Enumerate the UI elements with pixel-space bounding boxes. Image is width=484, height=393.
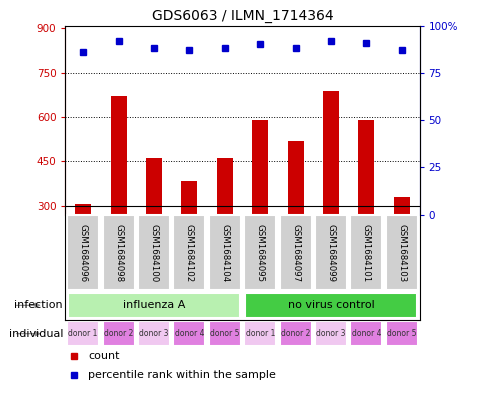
Bar [209, 321, 240, 346]
Text: donor 4: donor 4 [351, 329, 380, 338]
Bar [67, 293, 240, 318]
Bar [103, 215, 134, 290]
Bar [315, 215, 346, 290]
Text: donor 3: donor 3 [139, 329, 168, 338]
Bar [322, 90, 338, 215]
Text: GSM1684096: GSM1684096 [78, 224, 88, 282]
Bar [279, 321, 311, 346]
Text: GSM1684101: GSM1684101 [361, 224, 370, 282]
Bar [358, 120, 374, 215]
Bar [315, 321, 346, 346]
Bar [75, 204, 91, 215]
Bar [244, 293, 417, 318]
Text: percentile rank within the sample: percentile rank within the sample [88, 370, 276, 380]
Text: influenza A: influenza A [122, 300, 185, 310]
Text: GSM1684099: GSM1684099 [326, 224, 335, 282]
Text: donor 2: donor 2 [280, 329, 310, 338]
Bar [279, 215, 311, 290]
Text: donor 5: donor 5 [210, 329, 239, 338]
Bar [67, 321, 99, 346]
Text: GSM1684100: GSM1684100 [149, 224, 158, 282]
Text: GSM1684104: GSM1684104 [220, 224, 229, 282]
Text: no virus control: no virus control [287, 300, 374, 310]
Bar [385, 215, 417, 290]
Text: GSM1684095: GSM1684095 [255, 224, 264, 282]
Bar [209, 215, 240, 290]
Bar [173, 321, 205, 346]
Text: infection: infection [15, 300, 63, 310]
Text: individual: individual [9, 329, 63, 339]
Bar [146, 158, 162, 215]
Bar [252, 120, 268, 215]
Bar [216, 158, 232, 215]
Bar [287, 141, 303, 215]
Text: donor 1: donor 1 [245, 329, 274, 338]
Title: GDS6063 / ILMN_1714364: GDS6063 / ILMN_1714364 [151, 9, 333, 23]
Text: donor 3: donor 3 [316, 329, 345, 338]
Text: GSM1684103: GSM1684103 [396, 224, 406, 282]
Bar [244, 215, 275, 290]
Text: donor 2: donor 2 [104, 329, 133, 338]
Text: GSM1684102: GSM1684102 [184, 224, 194, 282]
Bar [67, 215, 99, 290]
Bar [181, 181, 197, 215]
Text: GSM1684097: GSM1684097 [290, 224, 300, 282]
Bar [350, 215, 381, 290]
Bar [138, 215, 169, 290]
Text: GSM1684098: GSM1684098 [114, 224, 123, 282]
Text: donor 5: donor 5 [386, 329, 416, 338]
Bar [173, 215, 205, 290]
Bar [110, 96, 126, 215]
Bar [138, 321, 169, 346]
Text: donor 4: donor 4 [174, 329, 204, 338]
Text: count: count [88, 351, 120, 361]
Bar [393, 197, 409, 215]
Bar [350, 321, 381, 346]
Text: donor 1: donor 1 [68, 329, 98, 338]
Bar [103, 321, 134, 346]
Bar [385, 321, 417, 346]
Bar [244, 321, 275, 346]
